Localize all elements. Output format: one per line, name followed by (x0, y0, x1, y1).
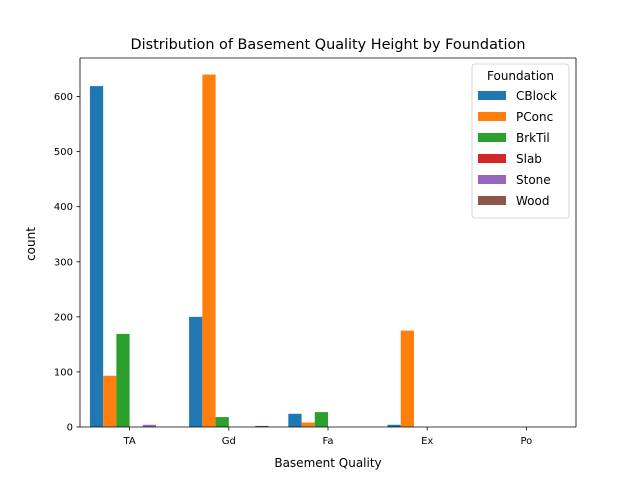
y-tick-label: 600 (54, 92, 73, 103)
bar-cblock-gd (189, 316, 203, 427)
y-tick-label: 500 (54, 147, 73, 158)
bar-brktil-gd (215, 417, 229, 427)
y-tick-label: 100 (54, 367, 73, 378)
y-axis-label: count (24, 227, 38, 261)
bar-pconc-ex (400, 330, 414, 427)
legend-swatch-slab (478, 154, 506, 163)
bar-cblock-ex (387, 424, 401, 427)
bar-wood-gd (255, 425, 269, 427)
legend-title: Foundation (487, 69, 554, 83)
legend-label-cblock: CBlock (516, 89, 557, 103)
x-tick-label: TA (123, 436, 136, 447)
x-tick-label: Gd (222, 436, 236, 447)
bar-cblock-ta (89, 86, 104, 427)
legend-label-stone: Stone (516, 173, 551, 187)
legend-swatch-wood (478, 196, 506, 205)
chart-title: Distribution of Basement Quality Height … (131, 37, 526, 53)
plot-area: 0 100 200 300 400 500 600 TA Gd Fa Ex Po (54, 57, 577, 447)
legend-label-brktil: BrkTil (516, 131, 550, 145)
x-axis-label: Basement Quality (274, 456, 381, 470)
bar-pconc-ta (103, 375, 117, 427)
bar-cblock-fa (288, 413, 302, 427)
y-tick-label: 400 (54, 202, 73, 213)
legend-label-pconc: PConc (516, 110, 553, 124)
bar-brktil-fa (314, 412, 328, 427)
legend-swatch-cblock (478, 91, 506, 100)
legend-swatch-pconc (478, 112, 506, 121)
bar-brktil-ta (116, 333, 130, 427)
y-tick-label: 0 (67, 423, 73, 434)
bar-pconc-fa (301, 422, 315, 427)
legend-swatch-stone (478, 175, 506, 184)
y-tick-label: 300 (54, 257, 73, 268)
bar-stone-ta (142, 424, 157, 427)
legend: Foundation CBlock PConc BrkTil Slab Stone Wood (471, 63, 570, 219)
x-tick-label: Po (521, 436, 533, 447)
legend-label-slab: Slab (516, 152, 542, 166)
legend-label-wood: Wood (516, 194, 549, 208)
x-tick-label: Fa (323, 436, 334, 447)
bar-pconc-gd (202, 74, 216, 428)
y-tick-label: 200 (54, 312, 73, 323)
x-tick-label: Ex (421, 436, 433, 447)
legend-swatch-brktil (478, 133, 506, 142)
